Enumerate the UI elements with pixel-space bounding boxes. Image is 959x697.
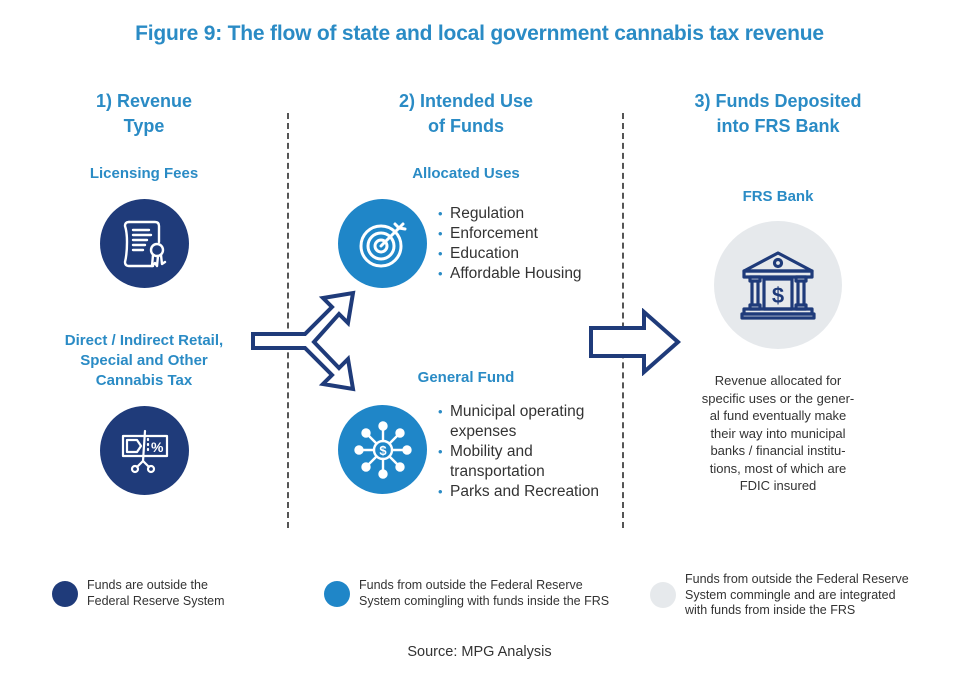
frs-bank-label: FRS Bank <box>742 188 814 205</box>
column-1-heading: 1) Revenue Type <box>95 91 193 136</box>
source-note: Source: MPG Analysis <box>407 644 552 660</box>
legend-dot-grey <box>650 582 676 609</box>
list-item: Regulation <box>438 204 582 224</box>
legend-integrated: Funds from outside the Federal Reserve S… <box>650 572 909 619</box>
retail-tax-circle: % <box>100 406 189 495</box>
licensing-fees-label: Licensing Fees <box>89 165 199 182</box>
list-item: Affordable Housing <box>438 264 582 284</box>
column-2-heading: 2) Intended Use of Funds <box>398 91 534 136</box>
legend-dot-blue <box>324 580 350 607</box>
allocated-uses-circle <box>338 199 427 288</box>
right-arrow-icon <box>589 308 682 376</box>
list-item: Education <box>438 244 582 264</box>
legend-dot-navy <box>52 580 78 607</box>
general-fund-circle: $ <box>338 405 427 494</box>
figure-title: Figure 9: The flow of state and local go… <box>135 22 824 45</box>
list-item: Parks and Recreation <box>438 482 599 502</box>
frs-bank-circle: $ <box>714 221 842 349</box>
legend-outside-frs: Funds are outside the Federal Reserve Sy… <box>52 578 225 609</box>
bank-dollar-icon: $ <box>740 251 816 320</box>
column-3-heading: 3) Funds Deposited into FRS Bank <box>694 91 862 136</box>
legend-comingling: Funds from outside the Federal Reserve S… <box>324 578 609 609</box>
dollar-network-icon: $ <box>353 420 412 479</box>
allocated-uses-label: Allocated Uses <box>412 165 520 182</box>
licensing-fees-circle <box>100 199 189 288</box>
allocated-uses-list: Regulation Enforcement Education Afforda… <box>438 204 582 284</box>
divider-right <box>622 113 624 528</box>
certificate-scroll-icon <box>123 220 166 267</box>
list-item: Enforcement <box>438 224 582 244</box>
divider-left <box>287 113 289 528</box>
svg-text:%: % <box>151 439 164 455</box>
svg-text:$: $ <box>772 283 784 308</box>
retail-tax-label: Direct / Indirect Retail, Special and Ot… <box>64 332 224 389</box>
frs-bank-description: Revenue allocated for specific uses or t… <box>701 373 855 493</box>
split-arrow-icon <box>251 290 356 392</box>
svg-text:$: $ <box>379 443 387 458</box>
coupon-scissors-percent-icon: % <box>121 429 168 473</box>
general-fund-label: General Fund <box>417 369 515 386</box>
target-icon <box>359 222 406 267</box>
